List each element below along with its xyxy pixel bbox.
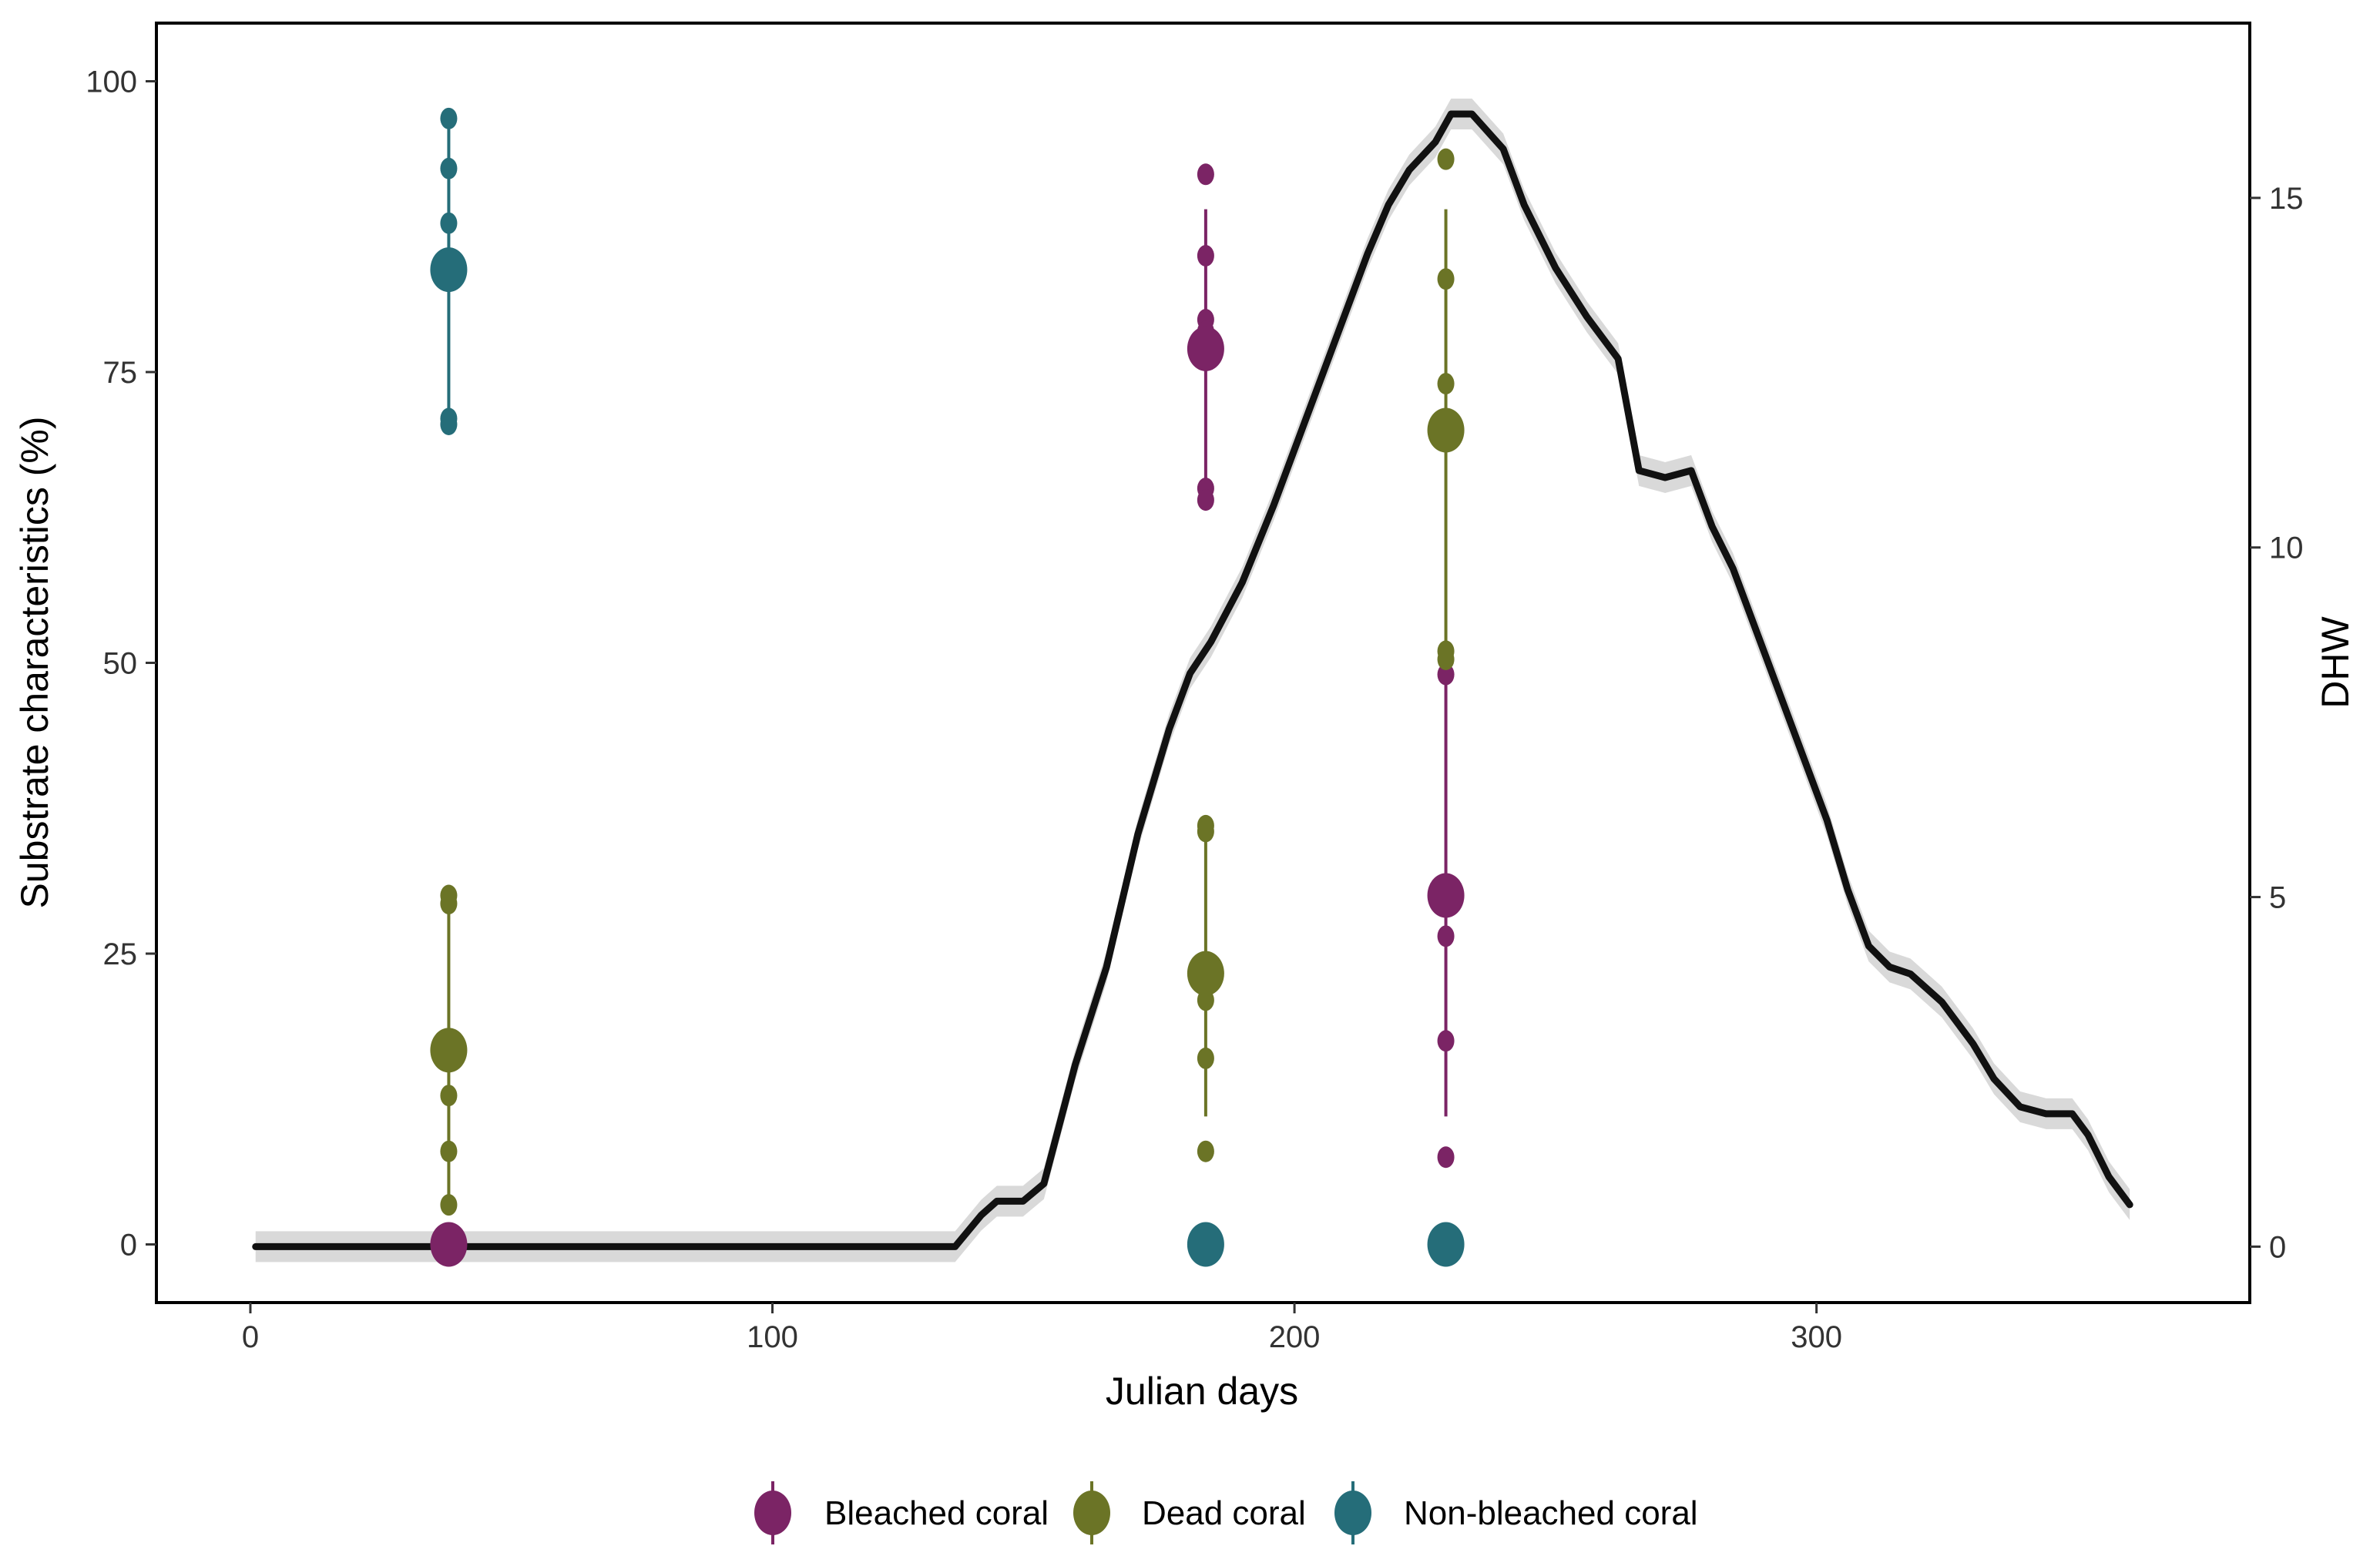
- dhw-ribbon-layer: [255, 98, 2130, 1263]
- non-bleached-coral-point: [440, 413, 458, 435]
- x-tick-label: 0: [242, 1320, 259, 1354]
- y-tick-label: 25: [103, 937, 138, 971]
- bleached-coral-mean: [1427, 873, 1465, 918]
- legend-key-dead: [1073, 1491, 1110, 1535]
- y-axis-title: Substrate characteristics (%): [13, 416, 56, 908]
- dead-coral-mean: [1187, 951, 1224, 996]
- dead-coral-point: [440, 1085, 458, 1107]
- bleached-coral-point: [1437, 663, 1455, 686]
- bleached-coral-point: [1197, 489, 1214, 511]
- legend-label-non-bleached: Non-bleached coral: [1404, 1494, 1698, 1532]
- y-tick-label: 50: [103, 647, 138, 681]
- y-tick-label: 75: [103, 356, 138, 390]
- legend-key-non-bleached: [1334, 1491, 1371, 1535]
- bleached-coral-point: [1437, 1030, 1455, 1052]
- legend-item-dead: Dead coral: [1073, 1481, 1306, 1544]
- non-bleached-coral-point: [440, 212, 458, 234]
- legend-key-bleached: [754, 1491, 791, 1535]
- dhw-line: [252, 110, 2133, 1250]
- non-bleached-coral-mean: [430, 247, 468, 293]
- bleached-coral-mean: [430, 1222, 468, 1267]
- legend-label-dead: Dead coral: [1142, 1494, 1306, 1532]
- axes-layer: 0 100 200 300 0 25 50 75 100 0 5 10 15: [86, 65, 2303, 1355]
- non-bleached-coral-point: [440, 157, 458, 179]
- legend-label-bleached: Bleached coral: [824, 1494, 1049, 1532]
- legend-item-non-bleached: Non-bleached coral: [1334, 1481, 1698, 1544]
- y-tick-label: 0: [120, 1229, 137, 1263]
- y2-tick-label: 5: [2269, 881, 2286, 915]
- bleached-coral-mean: [1187, 326, 1224, 371]
- non-bleached-coral-mean: [1187, 1222, 1224, 1267]
- non-bleached-coral-point: [440, 107, 458, 129]
- y2-tick-label: 10: [2269, 532, 2304, 565]
- dead-coral-point: [1437, 268, 1455, 290]
- dead-coral-point: [440, 1194, 458, 1216]
- dead-coral-mean: [1427, 407, 1465, 453]
- legend-item-bleached: Bleached coral: [754, 1481, 1049, 1544]
- non-bleached-coral-mean: [1427, 1222, 1465, 1267]
- points-layer: [430, 107, 1465, 1267]
- dhw-confidence-ribbon: [255, 98, 2130, 1263]
- dhw-line-layer: [252, 110, 2133, 1250]
- bleached-coral-point: [1197, 163, 1214, 186]
- dead-coral-point: [1197, 1047, 1214, 1069]
- x-axis-title: Julian days: [1106, 1370, 1298, 1413]
- y2-tick-label: 15: [2269, 182, 2304, 216]
- bleached-coral-point: [1437, 925, 1455, 947]
- x-tick-label: 300: [1791, 1320, 1842, 1354]
- dead-coral-point: [440, 893, 458, 915]
- dead-coral-point: [1437, 148, 1455, 170]
- bleached-coral-point: [1197, 245, 1214, 267]
- dead-coral-point: [1437, 648, 1455, 670]
- dead-coral-point: [1197, 1140, 1214, 1162]
- dead-coral-point: [1437, 373, 1455, 395]
- legend: Bleached coral Dead coral Non-bleached c…: [754, 1481, 1698, 1544]
- dead-coral-point: [440, 1140, 458, 1162]
- y2-tick-label: 0: [2269, 1230, 2286, 1264]
- x-tick-label: 200: [1269, 1320, 1321, 1354]
- x-tick-label: 100: [747, 1320, 798, 1354]
- dead-coral-mean: [430, 1028, 468, 1073]
- y2-axis-title: DHW: [2314, 615, 2357, 708]
- y-tick-label: 100: [86, 65, 137, 99]
- dead-coral-point: [1197, 820, 1214, 843]
- bleached-coral-point: [1437, 1146, 1455, 1169]
